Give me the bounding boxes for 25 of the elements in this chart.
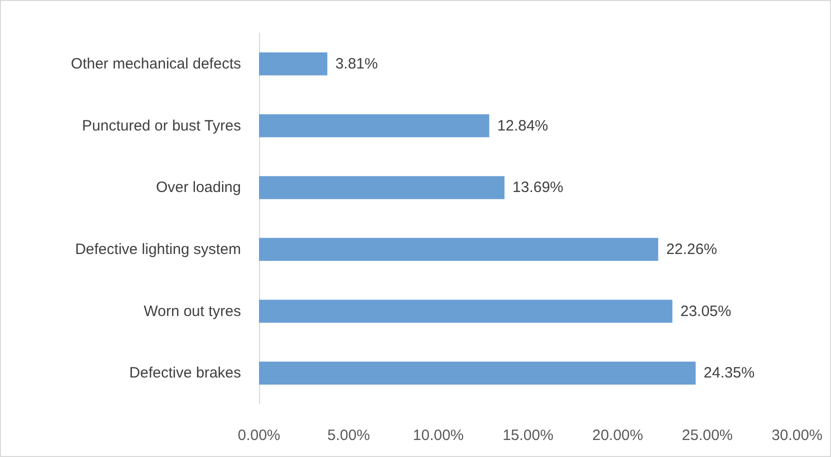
x-tick-label: 5.00% (327, 427, 370, 444)
bar (259, 362, 696, 385)
y-tick-label: Over loading (156, 179, 241, 196)
data-label: 23.05% (680, 302, 732, 320)
y-tick-label: Worn out tyres (144, 302, 241, 320)
data-label: 22.26% (666, 240, 718, 258)
data-label: 13.69% (512, 179, 564, 196)
data-label: 24.35% (704, 364, 755, 382)
bar (259, 52, 328, 76)
bar (259, 238, 658, 261)
x-tick-label: 15.00% (502, 427, 554, 444)
data-label: 12.84% (497, 117, 548, 134)
x-tick-label: 20.00% (592, 427, 644, 444)
x-tick-label: 10.00% (412, 427, 464, 444)
bar (259, 300, 672, 323)
y-tick-label: Other mechanical defects (70, 55, 241, 72)
bar (259, 114, 490, 138)
data-label: 3.81% (335, 55, 378, 72)
x-tick-label: 25.00% (682, 427, 733, 444)
y-tick-label: Defective brakes (129, 364, 241, 382)
x-tick-label: 0.00% (238, 427, 280, 444)
bar (259, 176, 505, 200)
y-tick-label: Punctured or bust Tyres (82, 117, 241, 134)
y-tick-label: Defective lighting system (75, 240, 241, 258)
x-tick-label: 30.00% (772, 427, 822, 444)
